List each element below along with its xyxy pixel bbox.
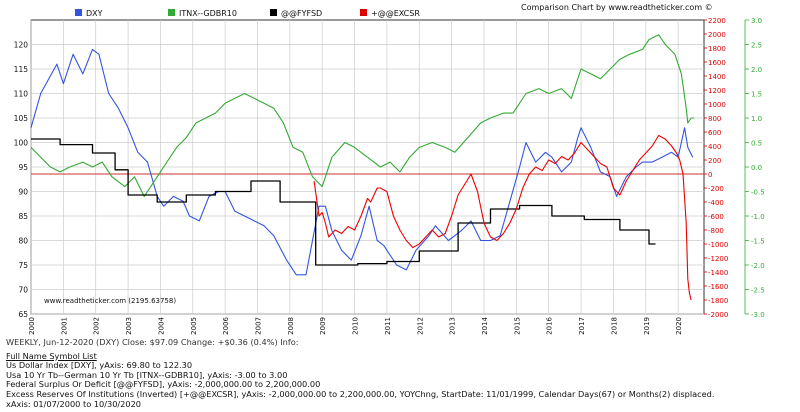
series-group: [30, 34, 695, 301]
left-tick-label: 70: [18, 286, 28, 295]
x-tick-label: 2005: [190, 317, 198, 335]
x-tick-label: 2009: [319, 317, 327, 335]
gridlines: [30, 20, 704, 315]
legend-swatch-fyfsd: [270, 9, 277, 16]
info-panel: WEEKLY, Jun-12-2020 (DXY) Close: $97.09 …: [6, 337, 796, 409]
x-tick-label: 2013: [449, 317, 457, 335]
left-tick-label: 90: [18, 188, 28, 197]
x-tick-label: 2014: [481, 316, 489, 334]
legend: DXY ITNX--GDBR10 @@FYFSD +@@EXCSR: [75, 9, 420, 18]
right-green-tick-label: 1.5: [751, 91, 762, 99]
right-red-tick-label: 800: [708, 115, 721, 123]
right-red-tick-label: 2200: [708, 17, 726, 25]
x-tick-label: 2017: [578, 317, 586, 335]
x-tick-label: 2020: [675, 317, 683, 335]
x-tick-label: 2010: [352, 317, 360, 335]
x-tick-label: 2008: [287, 317, 295, 335]
right-red-tick-label: 2000: [708, 31, 726, 39]
right-green-tick-label: -3.0: [751, 311, 765, 319]
right-red-tick-label: -1600: [708, 283, 728, 291]
series-line-excsr: [313, 134, 692, 301]
symbol-list-title: Full Name Symbol List: [6, 350, 97, 361]
x-tick-label: 2019: [643, 317, 651, 335]
x-tick-label: 2002: [93, 317, 101, 335]
right-red-tick-label: -2000: [708, 311, 728, 319]
series-line-fyfsd: [31, 138, 656, 266]
x-tick-label: 2015: [513, 317, 521, 335]
left-tick-label: 110: [14, 90, 29, 99]
left-tick-label: 65: [18, 310, 28, 319]
x-tick-label: 2018: [610, 317, 618, 335]
legend-swatch-excsr: [360, 9, 367, 16]
symbol-line-fyfsd: Federal Surplus Or Deficit [@@FYFSD], yA…: [6, 379, 321, 390]
right-red-tick-label: -1400: [708, 269, 728, 277]
right-green-tick-label: 2.0: [751, 66, 762, 74]
left-tick-label: 95: [18, 163, 28, 172]
left-tick-label: 75: [18, 261, 28, 270]
status-line: WEEKLY, Jun-12-2020 (DXY) Close: $97.09 …: [6, 337, 299, 347]
x-tick-label: 2000: [28, 317, 36, 335]
right-green-tick-label: -1.0: [751, 213, 765, 221]
legend-label-excsr: +@@EXCSR: [371, 9, 420, 18]
x-tick-label: 2003: [125, 317, 133, 335]
right-red-tick-label: -200: [708, 185, 724, 193]
right-red-tick-label: -800: [708, 227, 724, 235]
right-red-tick-label: 1600: [708, 59, 726, 67]
left-tick-label: 85: [18, 212, 28, 221]
x-tick-label: 2001: [60, 317, 68, 335]
left-tick-label: 80: [18, 237, 28, 246]
right-red-tick-label: 400: [708, 143, 721, 151]
legend-swatch-itnx: [168, 9, 175, 16]
left-tick-label: 105: [14, 114, 29, 123]
right-green-tick-label: 0.5: [751, 140, 762, 148]
right-red-tick-label: -600: [708, 213, 724, 221]
right-green-tick-label: 2.5: [751, 42, 762, 50]
x-axis-range: xAxis: 01/07/2000 to 10/30/2020: [6, 398, 141, 409]
right-red-tick-label: 1400: [708, 73, 726, 81]
symbol-line-itnx: Usa 10 Yr Tb--German 10 Yr Tb [ITNX--GDB…: [6, 369, 288, 380]
right-red-tick-label: -400: [708, 199, 724, 207]
x-tick-label: 2007: [254, 317, 262, 335]
series-line-itnx-gdbr10: [30, 34, 695, 197]
left-tick-label: 115: [14, 65, 29, 74]
legend-label-fyfsd: @@FYFSD: [281, 9, 322, 18]
right-green-tick-label: 0.0: [751, 164, 762, 172]
symbol-line-dxy: Us Dollar Index [DXY], yAxis: 69.80 to 1…: [6, 360, 193, 371]
x-tick-label: 2004: [157, 316, 165, 334]
right-red-tick-label: 1200: [708, 87, 726, 95]
x-tick-label: 2012: [416, 317, 424, 335]
legend-label-itnx: ITNX--GDBR10: [179, 9, 237, 18]
x-tick-label: 2016: [546, 316, 554, 334]
right-red-tick-label: 1000: [708, 101, 726, 109]
right-green-tick-label: 3.0: [751, 17, 762, 25]
legend-label-dxy: DXY: [86, 9, 103, 18]
right-red-tick-label: 0: [708, 171, 712, 179]
x-tick-label: 2011: [384, 317, 392, 335]
symbol-line-excsr: Excess Reserves Of Institutions (Inverte…: [6, 388, 715, 399]
right-red-tick-label: -1800: [708, 297, 728, 305]
axes: 2000 2001 2002 2003 2004 2005 2006 2007 2008 2009…: [14, 17, 765, 335]
right-green-tick-label: 1.0: [751, 115, 762, 123]
comparison-chart: DXY ITNX--GDBR10 @@FYFSD +@@EXCSR Compar…: [14, 3, 765, 335]
watermark: www.readtheticker.com (2195.63758): [44, 297, 176, 305]
right-green-tick-label: -2.0: [751, 262, 765, 270]
series-line-dxy: [30, 48, 694, 276]
right-red-tick-label: 1800: [708, 45, 726, 53]
right-red-tick-label: 600: [708, 129, 721, 137]
chart-title: Comparison Chart by www.readtheticker.co…: [521, 3, 713, 12]
right-red-tick-label: -1000: [708, 241, 728, 249]
left-tick-label: 120: [14, 41, 29, 50]
right-green-tick-label: -0.5: [751, 189, 765, 197]
left-tick-label: 100: [14, 139, 29, 148]
right-green-tick-label: -2.5: [751, 287, 765, 295]
legend-swatch-dxy: [75, 9, 82, 16]
right-red-tick-label: 200: [708, 157, 721, 165]
right-red-tick-label: -1200: [708, 255, 728, 263]
right-green-tick-label: -1.5: [751, 238, 765, 246]
x-tick-label: 2006: [222, 316, 230, 334]
